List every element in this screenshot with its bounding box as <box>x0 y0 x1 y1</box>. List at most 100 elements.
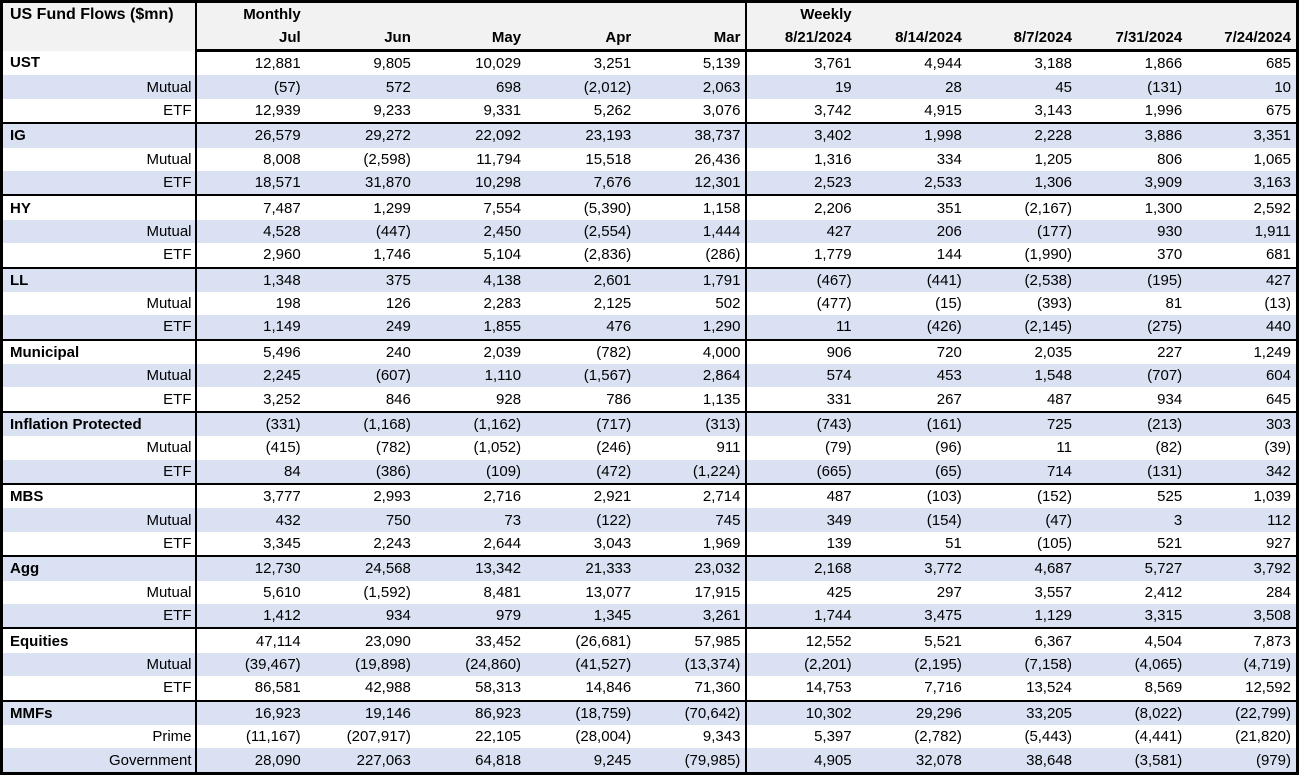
table-row-etf: ETF 18,571 31,870 10,298 7,676 12,301 2,523 2,5… <box>1 170 1298 196</box>
cell-monthly: 57,985 <box>636 627 747 653</box>
cell-weekly: 11 <box>745 315 857 340</box>
cell-weekly: 3,351 <box>1187 122 1298 148</box>
cell-monthly: 1,135 <box>702 390 741 408</box>
row-label: ETF <box>1 315 197 340</box>
table-row-etf: ETF 1,412 934 979 1,345 3,261 1,744 3,475 1,129 3… <box>1 603 1298 629</box>
column-header-jul: Jul <box>194 26 306 52</box>
cell-monthly: 42,988 <box>364 679 411 697</box>
cell-monthly: 2,644 <box>483 535 522 552</box>
cell-weekly: 3 <box>1173 511 1183 529</box>
cell-weekly: 3,557 <box>1034 583 1072 601</box>
table-row-etf: ETF 2,960 1,746 5,104 (2,836) (286) 1,779 144 (1… <box>1 243 1298 268</box>
cell-monthly: 86,923 <box>415 699 527 725</box>
cell-monthly: 3,252 <box>194 387 306 412</box>
cell-weekly: 1,129 <box>1034 607 1072 625</box>
cell-monthly: 432 <box>194 508 306 532</box>
cell-weekly: 714 <box>1046 462 1072 480</box>
cell-weekly: 3,772 <box>856 555 967 581</box>
cell-monthly: 26,579 <box>194 122 306 148</box>
cell-monthly: 11,794 <box>476 150 522 168</box>
cell-weekly: 427 <box>745 219 857 244</box>
cell-monthly: 12,730 <box>194 555 306 581</box>
cell-weekly: (979) <box>1255 751 1291 769</box>
table-title: US Fund Flows ($mn) <box>1 1 197 51</box>
cell-weekly: 2,592 <box>1187 194 1298 220</box>
cell-monthly: (782) <box>375 439 411 457</box>
table-row-ll: LL 1,348 375 4,138 2,601 1,791 (467) (441) (2,53… <box>1 266 1298 292</box>
cell-monthly: 5,262 <box>593 101 632 119</box>
cell-weekly: (707) <box>1147 367 1183 385</box>
cell-weekly: 284 <box>1265 583 1291 601</box>
cell-weekly: (3,581) <box>1134 751 1183 769</box>
cell-weekly: (154) <box>926 511 962 529</box>
cell-weekly: (152) <box>966 483 1077 509</box>
cell-weekly: 6,367 <box>966 627 1077 653</box>
column-headers-row: Jul Jun May Apr Mar 8/21/2024 8/14/2024 8/7/202… <box>2 26 1298 52</box>
cell-monthly: 2,245 <box>194 364 306 388</box>
table-row-prime: Prime (11,167) (207,917) 22,105 (28,004) 9,34… <box>1 724 1298 749</box>
cell-weekly: 4,687 <box>966 555 1077 581</box>
cell-weekly: 267 <box>936 390 962 408</box>
cell-weekly: (2,782) <box>914 728 962 746</box>
row-label: ETF <box>1 676 197 701</box>
row-label: Mutual <box>1 580 197 604</box>
cell-weekly: 3,188 <box>1034 55 1072 73</box>
cell-weekly: 32,078 <box>915 751 962 769</box>
column-header-jun: Jun <box>305 26 416 52</box>
cell-weekly: (2,201) <box>745 652 857 677</box>
cell-monthly: 84 <box>194 459 306 485</box>
cell-monthly: 5,139 <box>702 55 741 73</box>
cell-monthly: 9,233 <box>373 101 411 119</box>
cell-monthly: 4,138 <box>415 266 527 292</box>
cell-weekly: 1,744 <box>745 603 857 629</box>
cell-weekly: (103) <box>856 483 967 509</box>
cell-monthly: 64,818 <box>475 751 522 769</box>
row-label: Prime <box>1 724 197 749</box>
column-header-mar: Mar <box>636 26 747 52</box>
cell-weekly: (5,443) <box>1024 728 1072 746</box>
cell-monthly: (207,917) <box>346 728 411 746</box>
cell-monthly: 9,805 <box>373 55 411 73</box>
cell-monthly: 24,568 <box>305 555 416 581</box>
cell-monthly: (13,374) <box>684 655 741 673</box>
table-row-mbs: MBS 3,777 2,993 2,716 2,921 2,714 487 (103) (152… <box>1 483 1298 509</box>
row-label: ETF <box>1 603 197 629</box>
cell-monthly: 16,923 <box>194 699 306 725</box>
cell-weekly: 13,524 <box>1026 679 1072 697</box>
cell-weekly: 427 <box>1187 266 1298 292</box>
cell-weekly: (2,145) <box>1024 318 1072 336</box>
cell-monthly: 86,581 <box>194 676 306 701</box>
table-row-mutual: Mutual 4,528 (447) 2,450 (2,554) 1,444 427 206 (… <box>1 219 1298 244</box>
cell-monthly: 2,714 <box>636 483 747 509</box>
cell-monthly: 7,554 <box>415 194 527 220</box>
cell-weekly: 604 <box>1265 367 1291 385</box>
cell-weekly: 934 <box>1157 390 1183 408</box>
cell-monthly: 17,915 <box>694 583 741 601</box>
cell-weekly: 3,163 <box>1253 174 1291 192</box>
cell-weekly: 930 <box>1157 222 1183 240</box>
cell-monthly: 12,939 <box>194 98 306 124</box>
group-headers-row: US Fund Flows ($mn) Monthly Weekly <box>1 1 1298 51</box>
cell-weekly: 3,792 <box>1187 555 1298 581</box>
cell-monthly: (717) <box>526 410 637 437</box>
cell-monthly: (24,860) <box>465 655 522 673</box>
cell-monthly: (1,567) <box>583 367 632 385</box>
cell-weekly: 4,504 <box>1077 627 1188 653</box>
cell-monthly: 14,846 <box>585 679 632 697</box>
row-label: ETF <box>1 387 197 412</box>
cell-weekly: 12,552 <box>745 627 857 653</box>
cell-weekly: 2,168 <box>745 555 857 581</box>
cell-weekly: (82) <box>1155 439 1183 457</box>
cell-weekly: (79) <box>745 436 857 460</box>
cell-weekly: 1,548 <box>1034 367 1072 385</box>
cell-weekly: 645 <box>1265 390 1291 408</box>
cell-weekly: (15) <box>935 295 962 313</box>
table-row-equities: Equities 47,114 23,090 33,452 (26,681) 57,985… <box>1 627 1298 653</box>
cell-weekly: 2,412 <box>1144 583 1183 601</box>
cell-monthly: 9,245 <box>593 751 632 769</box>
group-label-monthly: Monthly <box>194 1 306 26</box>
cell-weekly: 1,065 <box>1253 150 1291 168</box>
cell-weekly: 806 <box>1157 150 1183 168</box>
cell-weekly: 725 <box>966 410 1077 437</box>
cell-monthly: 29,272 <box>305 122 416 148</box>
